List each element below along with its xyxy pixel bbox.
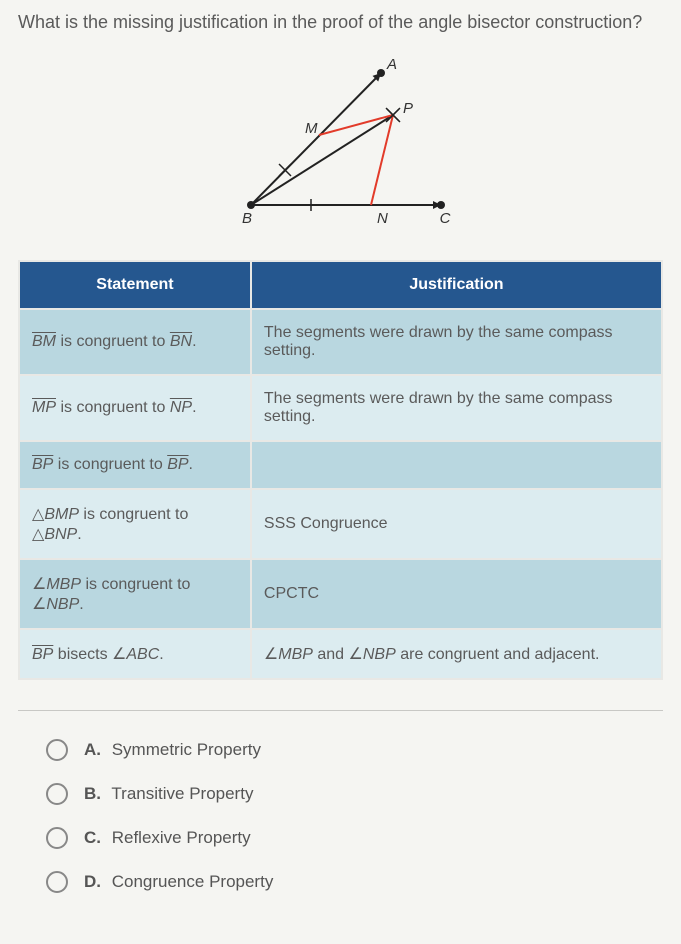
svg-text:A: A xyxy=(386,56,397,73)
col-statement: Statement xyxy=(19,261,251,309)
diagram: B C A M N P xyxy=(18,55,663,240)
option-c[interactable]: C. Reflexive Property xyxy=(46,827,663,849)
statement-cell: △BMP is congruent to △BNP. xyxy=(19,489,251,559)
option-label: D. Congruence Property xyxy=(84,872,273,892)
justification-cell: CPCTC xyxy=(251,559,662,629)
statement-cell: ∠MBP is congruent to ∠NBP. xyxy=(19,559,251,629)
justification-cell xyxy=(251,441,662,489)
radio-icon[interactable] xyxy=(46,827,68,849)
justification-cell: SSS Congruence xyxy=(251,489,662,559)
svg-text:M: M xyxy=(305,120,318,137)
table-row: △BMP is congruent to △BNP.SSS Congruence xyxy=(19,489,662,559)
option-label: B. Transitive Property xyxy=(84,784,253,804)
table-row: BP is congruent to BP. xyxy=(19,441,662,489)
option-a[interactable]: A. Symmetric Property xyxy=(46,739,663,761)
radio-icon[interactable] xyxy=(46,783,68,805)
radio-icon[interactable] xyxy=(46,739,68,761)
justification-cell: The segments were drawn by the same comp… xyxy=(251,309,662,375)
option-label: C. Reflexive Property xyxy=(84,828,251,848)
statement-cell: BP is congruent to BP. xyxy=(19,441,251,489)
separator xyxy=(18,710,663,711)
svg-text:C: C xyxy=(439,210,450,227)
answer-options: A. Symmetric Property B. Transitive Prope… xyxy=(18,739,663,893)
table-row: BM is congruent to BN.The segments were … xyxy=(19,309,662,375)
option-label: A. Symmetric Property xyxy=(84,740,261,760)
col-justification: Justification xyxy=(251,261,662,309)
question-text: What is the missing justification in the… xyxy=(18,10,663,35)
justification-cell: ∠MBP and ∠NBP are congruent and adjacent… xyxy=(251,629,662,679)
option-d[interactable]: D. Congruence Property xyxy=(46,871,663,893)
proof-table: Statement Justification BM is congruent … xyxy=(18,260,663,680)
table-row: MP is congruent to NP.The segments were … xyxy=(19,375,662,441)
statement-cell: MP is congruent to NP. xyxy=(19,375,251,441)
svg-text:P: P xyxy=(403,100,413,117)
option-b[interactable]: B. Transitive Property xyxy=(46,783,663,805)
justification-cell: The segments were drawn by the same comp… xyxy=(251,375,662,441)
table-row: BP bisects ∠ABC.∠MBP and ∠NBP are congru… xyxy=(19,629,662,679)
statement-cell: BM is congruent to BN. xyxy=(19,309,251,375)
svg-text:B: B xyxy=(241,210,251,227)
svg-text:N: N xyxy=(377,210,388,227)
statement-cell: BP bisects ∠ABC. xyxy=(19,629,251,679)
table-row: ∠MBP is congruent to ∠NBP.CPCTC xyxy=(19,559,662,629)
radio-icon[interactable] xyxy=(46,871,68,893)
